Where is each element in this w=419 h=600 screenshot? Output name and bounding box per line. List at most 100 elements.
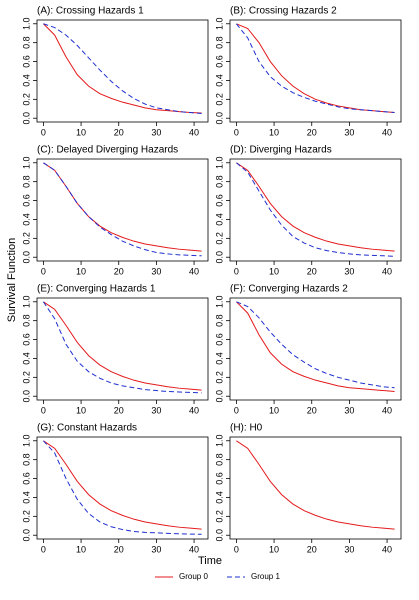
- survival-curve: [43, 301, 202, 391]
- x-tick-label: 40: [189, 266, 199, 276]
- x-tick-label: 0: [234, 266, 239, 276]
- x-tick-label: 20: [307, 544, 317, 554]
- x-tick-label: 40: [382, 405, 392, 415]
- y-tick-label: 0.6: [21, 55, 31, 68]
- y-tick-label: 0.0: [21, 529, 31, 542]
- y-tick-label: 0.8: [214, 314, 224, 327]
- x-tick-label: 30: [344, 544, 354, 554]
- survival-curve: [43, 440, 202, 530]
- y-tick-label: 0.4: [214, 352, 224, 365]
- panel-title: (D): Diverging Hazards: [230, 145, 332, 156]
- plot-frame: [36, 19, 209, 123]
- y-tick-label: 0.6: [214, 333, 224, 346]
- x-tick-label: 20: [114, 127, 124, 137]
- panel-title: (F): Converging Hazards 2: [230, 284, 348, 295]
- survival-curve: [42, 301, 202, 394]
- plot-frame: [229, 19, 402, 123]
- y-tick-label: 0.2: [214, 371, 224, 384]
- x-tick-label: 10: [76, 405, 86, 415]
- y-tick-label: 0.6: [21, 333, 31, 346]
- survival-curve: [236, 162, 395, 257]
- survival-curve: [43, 440, 202, 535]
- y-tick-label: 0.0: [21, 390, 31, 403]
- x-tick-label: 0: [234, 405, 239, 415]
- survival-curve: [236, 23, 395, 114]
- y-tick-label: 1.0: [214, 18, 224, 31]
- x-tick-label: 40: [189, 544, 199, 554]
- y-tick-label: 1.0: [214, 296, 224, 309]
- survival-curve: [43, 162, 202, 252]
- x-tick-label: 30: [344, 266, 354, 276]
- survival-curve: [43, 23, 202, 114]
- y-tick-label: 1.0: [21, 435, 31, 448]
- survival-curve: [43, 23, 202, 114]
- y-tick-label: 0.4: [214, 213, 224, 226]
- survival-curve: [236, 301, 395, 392]
- x-tick-label: 30: [151, 544, 161, 554]
- y-tick-label: 0.2: [214, 232, 224, 245]
- y-tick-label: 0.4: [214, 74, 224, 87]
- y-tick-label: 0.4: [21, 213, 31, 226]
- y-tick-label: 0.8: [21, 36, 31, 49]
- y-tick-label: 0.8: [21, 175, 31, 188]
- y-tick-label: 0.0: [214, 529, 224, 542]
- x-tick-label: 10: [269, 544, 279, 554]
- x-axis-label: Time: [198, 555, 222, 567]
- x-tick-label: 10: [76, 127, 86, 137]
- x-tick-label: 20: [114, 544, 124, 554]
- plot-frame: [36, 436, 209, 540]
- panel-title: (A): Crossing Hazards 1: [37, 6, 144, 17]
- y-tick-label: 0.8: [21, 314, 31, 327]
- y-tick-label: 0.6: [214, 55, 224, 68]
- panel-title: (C): Delayed Diverging Hazards: [37, 145, 178, 156]
- x-tick-label: 30: [344, 405, 354, 415]
- x-tick-label: 40: [189, 405, 199, 415]
- legend-label: Group 0: [179, 572, 208, 581]
- y-tick-label: 0.8: [214, 36, 224, 49]
- x-tick-label: 40: [189, 127, 199, 137]
- y-tick-label: 1.0: [21, 18, 31, 31]
- y-tick-label: 0.0: [214, 112, 224, 125]
- survival-curve: [236, 23, 395, 114]
- plot-frame: [229, 436, 402, 540]
- y-tick-label: 0.4: [21, 74, 31, 87]
- y-tick-label: 0.4: [21, 491, 31, 504]
- y-tick-label: 0.2: [21, 232, 31, 245]
- y-tick-label: 0.6: [214, 472, 224, 485]
- y-tick-label: 0.2: [21, 93, 31, 106]
- x-tick-label: 10: [76, 544, 86, 554]
- y-tick-label: 0.4: [21, 352, 31, 365]
- x-tick-label: 10: [269, 127, 279, 137]
- x-tick-label: 0: [41, 266, 46, 276]
- y-tick-label: 0.2: [21, 510, 31, 523]
- x-tick-label: 30: [151, 405, 161, 415]
- x-tick-label: 0: [234, 127, 239, 137]
- y-tick-label: 0.0: [21, 251, 31, 264]
- plot-frame: [229, 158, 402, 262]
- y-tick-label: 0.6: [21, 194, 31, 207]
- y-tick-label: 0.8: [214, 175, 224, 188]
- y-tick-label: 0.6: [21, 472, 31, 485]
- y-tick-label: 0.8: [214, 453, 224, 466]
- x-tick-label: 40: [382, 127, 392, 137]
- y-tick-label: 0.0: [214, 251, 224, 264]
- x-tick-label: 30: [151, 127, 161, 137]
- panel-title: (H): H0: [230, 423, 263, 434]
- panel-title: (G): Constant Hazards: [37, 423, 137, 434]
- plot-frame: [36, 297, 209, 401]
- x-tick-label: 20: [114, 266, 124, 276]
- x-tick-label: 20: [307, 127, 317, 137]
- survival-curve: [236, 301, 395, 389]
- x-tick-label: 10: [76, 266, 86, 276]
- x-tick-label: 30: [344, 127, 354, 137]
- y-tick-label: 1.0: [214, 435, 224, 448]
- survival-curve: [236, 440, 395, 530]
- y-tick-label: 0.2: [214, 93, 224, 106]
- y-tick-label: 1.0: [214, 157, 224, 170]
- panel-title: (B): Crossing Hazards 2: [230, 6, 337, 17]
- y-tick-label: 0.2: [21, 371, 31, 384]
- x-tick-label: 10: [269, 266, 279, 276]
- x-tick-label: 10: [269, 405, 279, 415]
- x-tick-label: 0: [41, 544, 46, 554]
